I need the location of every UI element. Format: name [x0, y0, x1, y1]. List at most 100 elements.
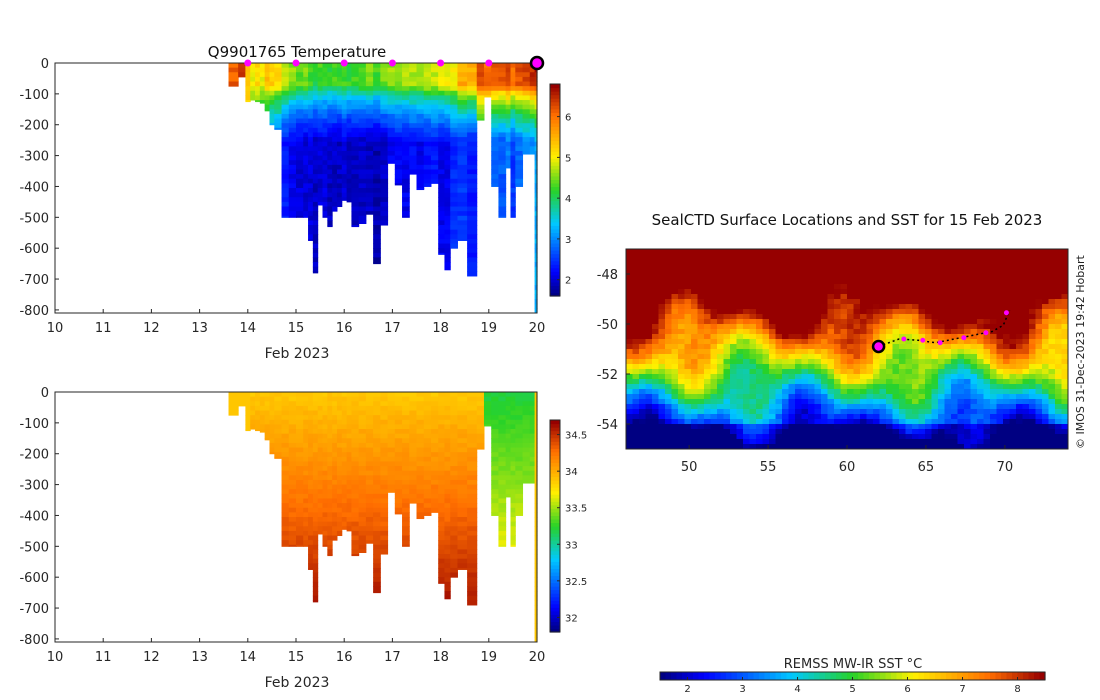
- salinity-cell: [402, 447, 410, 453]
- salinity-cell: [380, 461, 389, 467]
- sst-cell: [691, 254, 698, 260]
- sst-cell: [658, 364, 666, 370]
- temperature-cell: [346, 132, 352, 138]
- sst-cell: [658, 379, 666, 385]
- sst-cell: [652, 289, 659, 295]
- temperature-cell: [365, 192, 374, 198]
- sst-cell: [639, 384, 646, 390]
- salinity-cell: [510, 429, 516, 435]
- sst-cell: [632, 419, 640, 425]
- temperature-cell: [467, 132, 478, 138]
- salinity-cell: [394, 419, 403, 425]
- sst-cell: [645, 444, 653, 450]
- sst-cell: [775, 359, 783, 365]
- temperature-cell: [312, 220, 319, 226]
- sst-cell: [918, 429, 926, 435]
- salinity-cell: [312, 405, 319, 412]
- temperature-cell: [467, 160, 478, 166]
- temperature-cell: [457, 141, 468, 147]
- sst-cell: [736, 294, 744, 300]
- sst-cell: [671, 289, 679, 295]
- temperature-cell: [534, 285, 538, 291]
- sst-cell: [944, 259, 952, 265]
- sst-cell: [827, 429, 835, 435]
- salinity-cell: [322, 498, 328, 504]
- salinity-cell: [457, 503, 468, 509]
- sst-cell: [749, 254, 757, 260]
- salinity-cell: [457, 415, 468, 421]
- salinity-cell: [534, 484, 538, 490]
- salinity-cell: [522, 392, 531, 398]
- temperature-cell: [402, 76, 410, 83]
- sst-cell: [691, 279, 698, 285]
- temperature-cell: [534, 100, 538, 106]
- temperature-cell: [423, 132, 432, 138]
- sst-cell: [775, 444, 783, 450]
- salinity-cell: [409, 489, 417, 495]
- salinity-cell: [296, 540, 304, 546]
- colorbar-segment: [550, 589, 560, 594]
- salinity-cell: [327, 544, 333, 550]
- salinity-cell: [394, 479, 403, 486]
- sst-cell: [925, 319, 932, 325]
- temperature-cell: [450, 188, 458, 194]
- salinity-cell: [491, 438, 499, 444]
- salinity-cell: [327, 392, 333, 398]
- temperature-cell: [380, 118, 389, 124]
- sst-cell: [821, 364, 828, 370]
- sst-cell: [905, 259, 913, 265]
- sst-cell: [788, 414, 796, 420]
- sst-cell: [821, 314, 828, 320]
- temperature-cell: [322, 201, 328, 208]
- sst-cell: [775, 269, 783, 275]
- temperature-cell: [438, 123, 445, 129]
- sst-cell: [840, 379, 848, 385]
- salinity-cell: [288, 456, 297, 462]
- salinity-cell: [438, 396, 445, 402]
- salinity-cell: [312, 600, 319, 603]
- salinity-cell: [534, 410, 538, 416]
- salinity-cell: [317, 484, 324, 490]
- sst-cell: [782, 314, 789, 320]
- sst-cell: [827, 249, 835, 255]
- temperature-cell: [341, 113, 348, 120]
- sst-cell: [821, 424, 828, 430]
- sst-cell: [918, 374, 926, 380]
- sst-cell: [632, 339, 640, 345]
- y-tick-label: -100: [19, 417, 49, 432]
- sst-cell: [704, 384, 711, 390]
- salinity-cell: [467, 419, 478, 425]
- temperature-cell: [438, 164, 445, 170]
- sst-cell: [749, 354, 757, 360]
- temperature-cell: [409, 113, 417, 120]
- sst-cell: [775, 419, 783, 425]
- temperature-cell: [450, 76, 458, 83]
- temperature-cell: [515, 118, 524, 124]
- salinity-cell: [444, 447, 451, 453]
- sst-cell: [736, 404, 744, 410]
- sst-cell: [723, 364, 731, 370]
- salinity-cell: [457, 563, 468, 569]
- salinity-cell: [438, 540, 445, 546]
- salinity-cell: [467, 392, 478, 398]
- sst-cell: [931, 339, 939, 345]
- temperature-cell: [450, 220, 458, 226]
- temperature-cell: [264, 63, 270, 69]
- salinity-cell: [341, 392, 348, 398]
- salinity-cell: [416, 512, 425, 518]
- salinity-cell: [312, 410, 319, 416]
- sst-cell: [704, 369, 711, 375]
- sst-cell: [671, 389, 679, 395]
- salinity-cell: [312, 512, 319, 518]
- temperature-cell: [303, 76, 309, 83]
- sst-cell: [775, 369, 783, 375]
- temperature-cell: [308, 192, 314, 198]
- salinity-cell: [394, 507, 403, 513]
- temperature-cell: [317, 141, 324, 147]
- colorbar-segment: [550, 593, 560, 598]
- temperature-cell: [308, 206, 314, 212]
- sst-cell: [632, 439, 640, 445]
- sst-cell: [717, 414, 724, 420]
- temperature-cell: [322, 141, 328, 147]
- sst-cell: [866, 369, 874, 375]
